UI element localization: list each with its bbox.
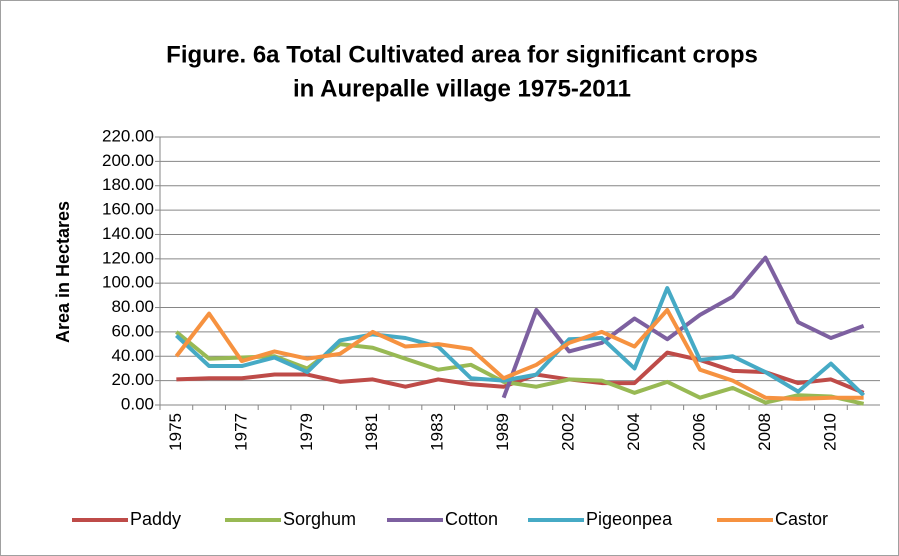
x-tick-label: 1975 bbox=[166, 413, 185, 451]
legend-label: Castor bbox=[775, 509, 828, 529]
x-tick-label: 1977 bbox=[231, 413, 250, 451]
line-series bbox=[176, 350, 865, 395]
x-tick-label: 1983 bbox=[428, 413, 447, 451]
legend-label: Paddy bbox=[130, 509, 181, 529]
x-tick-label: 2004 bbox=[624, 413, 643, 451]
x-tick-label: 1981 bbox=[362, 413, 381, 451]
x-tick-label: 1989 bbox=[493, 413, 512, 451]
y-tick-label: 80.00 bbox=[111, 297, 154, 316]
x-tick-label: 2010 bbox=[820, 413, 839, 451]
legend-label: Pigeonpea bbox=[586, 509, 673, 529]
y-tick-label: 60.00 bbox=[111, 321, 154, 340]
y-tick-label: 20.00 bbox=[111, 370, 154, 389]
y-axis-label: Area in Hectares bbox=[53, 201, 73, 343]
legend-label: Sorghum bbox=[283, 509, 356, 529]
line-series bbox=[174, 307, 864, 401]
x-tick-label: 1979 bbox=[297, 413, 316, 451]
line-series bbox=[175, 286, 866, 397]
y-tick-label: 40.00 bbox=[111, 346, 154, 365]
y-tick-label: 220.00 bbox=[102, 126, 154, 145]
y-tick-label: 200.00 bbox=[102, 151, 154, 170]
x-tick-label: 2002 bbox=[559, 413, 578, 451]
line-series bbox=[175, 330, 865, 406]
chart-title: Figure. 6a Total Cultivated area for sig… bbox=[166, 41, 758, 68]
x-tick-label: 2006 bbox=[689, 413, 708, 451]
x-tick-label: 2008 bbox=[755, 413, 774, 451]
chart-title: in Aurepalle village 1975-2011 bbox=[293, 75, 631, 102]
legend-label: Cotton bbox=[445, 509, 498, 529]
y-tick-label: 140.00 bbox=[102, 224, 154, 243]
y-tick-label: 160.00 bbox=[102, 200, 154, 219]
y-tick-label: 100.00 bbox=[102, 273, 154, 292]
y-tick-label: 120.00 bbox=[102, 248, 154, 267]
y-tick-label: 180.00 bbox=[102, 175, 154, 194]
y-tick-label: 0.00 bbox=[121, 394, 154, 413]
